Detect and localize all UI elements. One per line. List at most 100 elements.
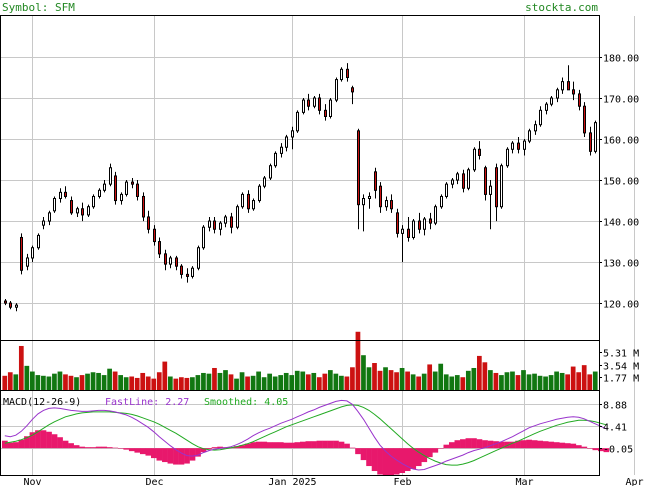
macd-histogram-bar [51,434,58,449]
volume-bar [471,367,477,390]
volume-bars [2,331,598,390]
macd-panel-frame [0,390,600,476]
volume-bar [52,373,57,390]
volume-bar [96,372,101,390]
volume-bar [305,374,311,390]
macd-histogram-bar [29,432,36,449]
macd-histogram-bar [62,440,69,449]
macd-histogram-bar [101,446,108,449]
volume-bar [267,373,273,390]
macd-histogram-bar [311,441,317,449]
volume-bar [107,368,112,390]
candle-body [313,97,316,107]
candle-body [445,183,448,197]
volume-bar [57,371,63,390]
macd-histogram-bar [377,448,383,475]
candle-body [467,169,470,189]
macd-histogram-bar [151,448,157,459]
price-tick-label: 130.00 [603,259,639,270]
candle-body [208,220,211,228]
volume-bar [300,371,306,390]
candle-body [318,97,321,111]
macd-histogram-bar [217,446,223,449]
candle-body [379,185,382,208]
macd-histogram-bar [542,441,549,449]
candle-body [142,195,145,218]
candle-body [429,218,432,224]
macd-histogram-bar [195,448,201,457]
candle-body [329,99,332,117]
macd-histogram-bar [355,448,361,455]
volume-bar [410,374,416,390]
candle-body [561,81,564,91]
date-tick-label: Apr [625,477,643,486]
macd-histogram-bar [592,448,599,451]
candle-body [545,103,548,111]
volume-bar [294,370,300,390]
volume-bar [454,375,460,390]
site-label: stockta.com [525,1,598,14]
candle-body [418,220,421,230]
candle-body [48,212,51,222]
volume-bar [239,372,245,390]
volume-bar [217,372,223,390]
candle-body [351,87,354,93]
volume-panel-frame [0,340,600,391]
price-tick-label: 180.00 [603,54,639,65]
macd-histogram-bar [581,446,588,449]
volume-bar [350,367,355,390]
grid-lines [1,16,635,475]
volume-bar [543,376,548,390]
candle-body [374,171,377,191]
macd-histogram-bar [344,443,350,449]
volume-bar [421,373,427,390]
price-tick-label: 150.00 [603,177,639,188]
candle-body [346,68,349,79]
macd-histogram-bar [509,441,516,449]
candle-body [462,173,465,189]
candle-body [76,208,79,214]
macd-histogram-bar [570,443,577,449]
macd-histogram-bar [112,447,119,449]
date-tick-label: Mar [515,477,533,486]
candle-body [589,132,592,152]
candle-body [230,216,233,228]
candle-body [125,181,128,195]
candle-body [528,130,531,142]
volume-bar [134,377,140,390]
volume-bar [554,371,559,390]
candle-body [37,234,40,249]
macd-histogram-bar [498,441,505,449]
candle-body [191,267,194,277]
volume-bar [145,376,151,390]
volume-bar [184,377,190,390]
candle-body [98,189,101,197]
volume-bar [499,375,504,390]
candle-body [324,109,327,117]
macd-histogram-bar [338,441,345,449]
macd-histogram-bar [46,431,52,449]
macd-histogram-bar [106,447,113,449]
volume-bar [388,370,394,390]
volume-bar [250,375,256,390]
macd-histogram-bar [388,448,395,476]
volume-bar [432,371,438,390]
candle-body [362,198,365,206]
macd-histogram-bar [360,448,367,461]
macd-histogram-bar [266,442,273,449]
candle-body [186,273,189,277]
volume-bar [532,373,537,390]
candle-body [219,222,222,230]
candle-body [59,191,62,200]
candle-body [9,302,12,308]
macd-histogram-bar [162,448,168,463]
volume-bar [465,370,471,390]
volume-bar [559,372,565,390]
macd-smoothed-label: Smoothed: 4.05 [204,397,288,408]
macd-histogram-bar [460,439,466,449]
macd-histogram-bar [139,448,146,455]
candle-body [169,257,172,265]
candle-body [164,253,167,265]
